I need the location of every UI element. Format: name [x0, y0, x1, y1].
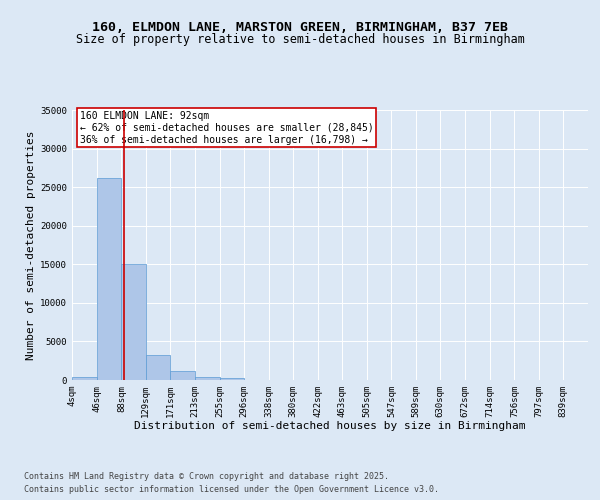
Y-axis label: Number of semi-detached properties: Number of semi-detached properties: [26, 130, 36, 360]
Bar: [121, 264, 146, 380]
Bar: [97, 178, 121, 380]
Text: 160 ELMDON LANE: 92sqm
← 62% of semi-detached houses are smaller (28,845)
36% of: 160 ELMDON LANE: 92sqm ← 62% of semi-det…: [80, 112, 373, 144]
Bar: [195, 376, 220, 380]
X-axis label: Distribution of semi-detached houses by size in Birmingham: Distribution of semi-detached houses by …: [134, 422, 526, 432]
Bar: [72, 377, 97, 380]
Text: Size of property relative to semi-detached houses in Birmingham: Size of property relative to semi-detach…: [76, 34, 524, 46]
Text: 160, ELMDON LANE, MARSTON GREEN, BIRMINGHAM, B37 7EB: 160, ELMDON LANE, MARSTON GREEN, BIRMING…: [92, 21, 508, 34]
Bar: [146, 355, 170, 380]
Bar: [170, 370, 195, 380]
Text: Contains public sector information licensed under the Open Government Licence v3: Contains public sector information licen…: [24, 485, 439, 494]
Text: Contains HM Land Registry data © Crown copyright and database right 2025.: Contains HM Land Registry data © Crown c…: [24, 472, 389, 481]
Bar: [220, 378, 244, 380]
